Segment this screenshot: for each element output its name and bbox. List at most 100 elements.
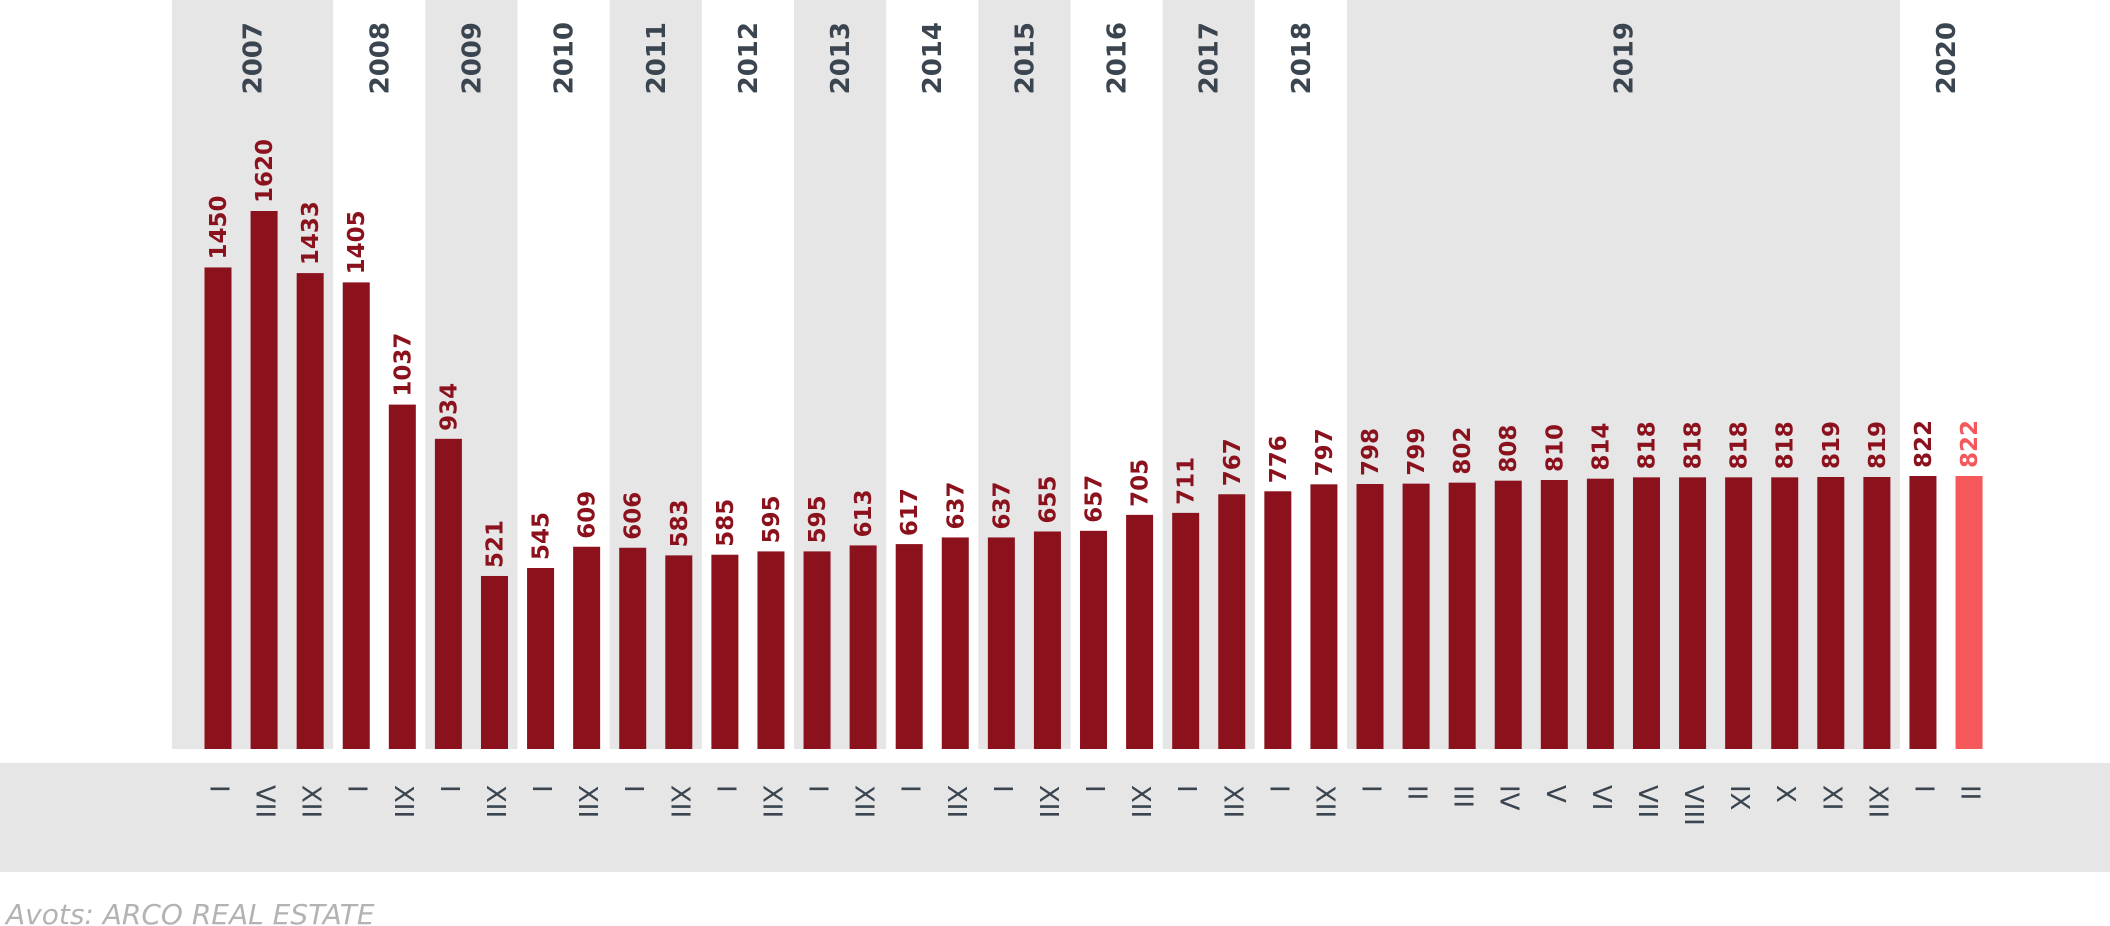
value-label: 545: [529, 512, 555, 560]
bar: [1080, 530, 1108, 749]
bar: [1033, 531, 1061, 749]
value-label: 818: [1681, 421, 1707, 469]
year-label: 2011: [642, 22, 672, 94]
x-tick-label: IV: [1494, 785, 1524, 811]
value-label: 797: [1312, 428, 1338, 476]
x-tick-label: VII: [250, 785, 280, 818]
x-tick-label: XII: [849, 785, 879, 818]
x-tick-label: II: [1955, 785, 1985, 800]
value-label: 802: [1450, 427, 1476, 475]
value-label: 814: [1588, 423, 1614, 471]
bar: [1771, 477, 1799, 749]
x-tick-label: XII: [1309, 785, 1339, 818]
bar: [1586, 478, 1614, 749]
bar: [1540, 480, 1568, 749]
bar: [711, 554, 739, 749]
value-label: 798: [1358, 428, 1384, 476]
value-label: 705: [1128, 459, 1154, 507]
value-label: 609: [575, 491, 601, 539]
value-label: 818: [1634, 421, 1660, 469]
value-label: 637: [989, 481, 1015, 529]
value-label: 1405: [344, 210, 370, 274]
value-label: 617: [897, 488, 923, 536]
bar: [204, 267, 232, 749]
x-tick-label: XII: [1033, 785, 1063, 818]
x-tick-label: I: [526, 785, 556, 793]
bar: [849, 545, 877, 749]
bar: [296, 273, 324, 749]
value-label: 595: [805, 495, 831, 543]
value-label: 818: [1727, 421, 1753, 469]
x-tick-label: II: [1402, 785, 1432, 800]
value-label: 808: [1496, 425, 1522, 473]
x-tick-label: XII: [480, 785, 510, 818]
value-label: 819: [1819, 421, 1845, 469]
value-label: 1450: [206, 195, 232, 259]
x-tick-label: I: [1263, 785, 1293, 793]
bar: [803, 551, 831, 749]
year-label: 2018: [1287, 22, 1317, 94]
bar: [987, 537, 1015, 749]
value-label: 818: [1773, 421, 1799, 469]
x-tick-label: III: [1448, 785, 1478, 808]
x-tick-label: V: [1540, 785, 1570, 803]
bar: [1632, 477, 1660, 749]
value-label: 613: [851, 489, 877, 537]
year-label: 2016: [1103, 22, 1133, 94]
value-label: 767: [1220, 438, 1246, 486]
x-tick-label: I: [434, 785, 464, 793]
value-label: 822: [1911, 420, 1937, 468]
bar: [1218, 494, 1246, 749]
bar: [388, 404, 416, 749]
bar: [342, 282, 370, 749]
x-tick-label: XII: [664, 785, 694, 818]
x-tick-label: I: [1171, 785, 1201, 793]
bar: [1356, 483, 1384, 749]
x-tick-label: I: [204, 785, 234, 793]
bar: [1172, 512, 1200, 749]
value-label: 1620: [252, 139, 278, 203]
value-label: 521: [482, 520, 508, 568]
year-label: 2017: [1195, 22, 1225, 94]
bar: [941, 537, 969, 749]
year-label: 2008: [365, 22, 395, 94]
bar: [895, 544, 923, 749]
value-label: 934: [436, 383, 462, 431]
value-label: 819: [1865, 421, 1891, 469]
x-tick-label: I: [895, 785, 925, 793]
x-tick-label: IX: [1724, 785, 1754, 810]
value-label: 637: [943, 481, 969, 529]
value-label: 1037: [390, 333, 416, 397]
year-label: 2019: [1609, 22, 1639, 94]
x-tick-label: XII: [1862, 785, 1892, 818]
bar: [250, 211, 278, 749]
x-tick-label: XII: [572, 785, 602, 818]
year-label: 2009: [457, 22, 487, 94]
bar: [757, 551, 785, 749]
value-label: 585: [713, 499, 739, 547]
year-label: 2014: [918, 22, 948, 94]
x-tick-label: VI: [1586, 785, 1616, 810]
x-tick-label: XII: [756, 785, 786, 818]
x-tick-label: XII: [941, 785, 971, 818]
bar: [573, 546, 601, 749]
value-label: 776: [1266, 435, 1292, 483]
year-label: 2007: [239, 22, 269, 94]
bar: [1863, 477, 1891, 749]
bar: [1448, 482, 1476, 749]
bar: [1817, 477, 1845, 749]
value-label: 711: [1174, 457, 1200, 505]
year-label: 2012: [734, 22, 764, 94]
value-label: 822: [1957, 420, 1983, 468]
x-tick-label: XII: [1217, 785, 1247, 818]
value-label: 606: [621, 492, 647, 540]
x-tick-label: X: [1770, 785, 1800, 803]
x-tick-label: I: [710, 785, 740, 793]
bar: [1264, 491, 1292, 749]
bar: [480, 575, 508, 749]
year-label: 2020: [1932, 22, 1962, 94]
bar: [1494, 480, 1522, 749]
bar: [1955, 476, 1983, 749]
value-label: 583: [667, 499, 693, 547]
